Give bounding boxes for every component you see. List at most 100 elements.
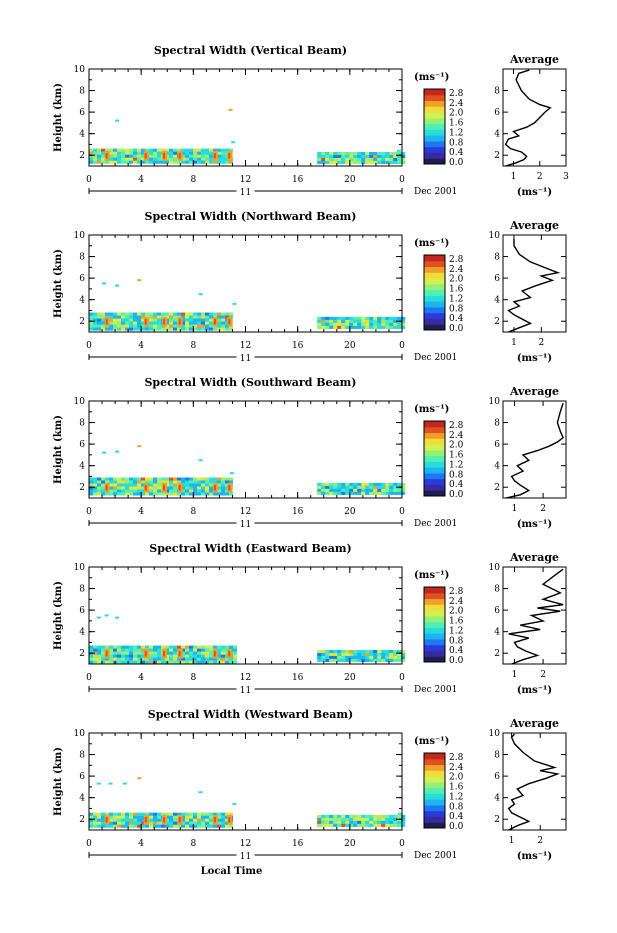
colorbar-segment: [424, 804, 445, 812]
heatmap-cell: [137, 327, 141, 331]
heatmap-cell: [337, 488, 342, 492]
colorbar-tick-label: 1.2: [449, 294, 463, 304]
heatmap-cell: [369, 649, 374, 653]
heatmap-cell: [149, 154, 153, 158]
heatmap-cell: [157, 821, 161, 825]
heatmap-cell: [213, 645, 217, 649]
heatmap-cell: [177, 148, 181, 152]
heatmap-cell: [369, 820, 374, 824]
heatmap-cell: [193, 477, 197, 481]
heatmap-cell: [381, 154, 386, 158]
heatmap-cell: [325, 154, 330, 158]
heatmap-cell: [401, 655, 406, 659]
heatmap-cell: [225, 815, 229, 819]
heatmap-cell: [321, 823, 326, 827]
colorbar-tick-label: 2.8: [449, 753, 464, 763]
heatmap-cell: [125, 645, 129, 649]
heatmap-cell: [337, 649, 342, 653]
heatmap-cell: [381, 655, 386, 659]
heatmap-cell: [169, 321, 173, 325]
heatmap-cell: [321, 817, 326, 821]
heatmap-cell: [201, 477, 205, 481]
heatmap-cell: [225, 651, 229, 655]
heatmap-cell: [157, 154, 161, 158]
x-tick-label: 20: [344, 507, 356, 517]
heatmap-cell: [93, 151, 97, 155]
heatmap-cell: [209, 483, 213, 487]
heatmap-cell: [137, 160, 141, 164]
colorbar-tick-label: 0.0: [449, 822, 464, 832]
heatmap-cell: [197, 160, 201, 164]
heatmap-cell: [377, 823, 382, 827]
heatmap-cell: [177, 312, 181, 316]
heatmap-cell: [205, 821, 209, 825]
y-tick-label: 2: [79, 317, 85, 327]
heatmap-cell: [217, 648, 221, 652]
day-label-bg: [236, 352, 255, 362]
heatmap-cell: [193, 651, 197, 655]
heatmap-cell: [173, 151, 177, 155]
heatmap-cell: [157, 489, 161, 493]
heatmap-cell: [229, 812, 233, 816]
heatmap-cell: [325, 482, 330, 486]
heatmap-hotspot: [178, 817, 181, 823]
avg-y-tick-label: 2: [494, 151, 500, 161]
heatmap-cell: [105, 492, 109, 496]
heatmap-cell: [189, 657, 193, 661]
y-tick-label: 4: [79, 130, 85, 140]
heatmap-cell: [121, 480, 125, 484]
heatmap-cell: [381, 325, 386, 329]
heatmap-cell: [205, 151, 209, 155]
heatmap-cell: [181, 312, 185, 316]
colorbar-segment: [424, 260, 445, 268]
heatmap-cell: [337, 160, 342, 164]
heatmap-cell: [393, 160, 398, 164]
heatmap-cell: [197, 486, 201, 490]
heatmap-cell: [189, 645, 193, 649]
heatmap-cell: [361, 649, 366, 653]
y-tick-label: 6: [79, 772, 85, 782]
heatmap-cell: [317, 823, 322, 827]
heatmap-cell: [185, 477, 189, 481]
day-label-bg: [236, 186, 255, 196]
heatmap-cell: [157, 654, 161, 658]
heatmap-cell: [353, 482, 358, 486]
heatmap-cell: [329, 649, 334, 653]
heatmap-cell: [165, 824, 169, 828]
colorbar-tick-label: 2.4: [449, 431, 464, 441]
y-axis-label: Height (km): [53, 249, 64, 318]
heatmap-cell: [137, 821, 141, 825]
heatmap-cell: [113, 486, 117, 490]
heatmap-cell: [369, 655, 374, 659]
colorbar-segment: [424, 421, 445, 428]
colorbar-segment: [424, 770, 445, 777]
heatmap-cell: [333, 823, 338, 827]
heatmap-cell: [205, 160, 209, 164]
heatmap-cell: [329, 316, 334, 320]
heatmap-cell: [121, 648, 125, 652]
heatmap-cell: [201, 324, 205, 328]
avg-y-tick-label: 8: [494, 585, 500, 595]
heatmap-cell: [321, 485, 326, 489]
heatmap-cell: [109, 489, 113, 493]
heatmap-cell: [125, 483, 129, 487]
heatmap-cell: [373, 325, 378, 329]
heatmap-cell: [89, 648, 93, 652]
heatmap-cell: [97, 324, 101, 328]
heatmap-cell: [157, 657, 161, 661]
heatmap-cell: [209, 824, 213, 828]
heatmap-cell: [109, 483, 113, 487]
avg-y-tick-label: 8: [494, 253, 500, 263]
colorbar-segment: [424, 449, 445, 457]
heatmap-cell: [389, 319, 394, 323]
heatmap-cell: [201, 321, 205, 325]
heatmap-cell: [393, 658, 398, 662]
heatmap-cell: [361, 160, 366, 164]
heatmap-cell: [109, 154, 113, 158]
heatmap-cell: [197, 818, 201, 822]
heatmap-cell: [229, 824, 233, 828]
heatmap-hotspot: [178, 153, 181, 159]
heatmap-cell: [369, 325, 374, 329]
